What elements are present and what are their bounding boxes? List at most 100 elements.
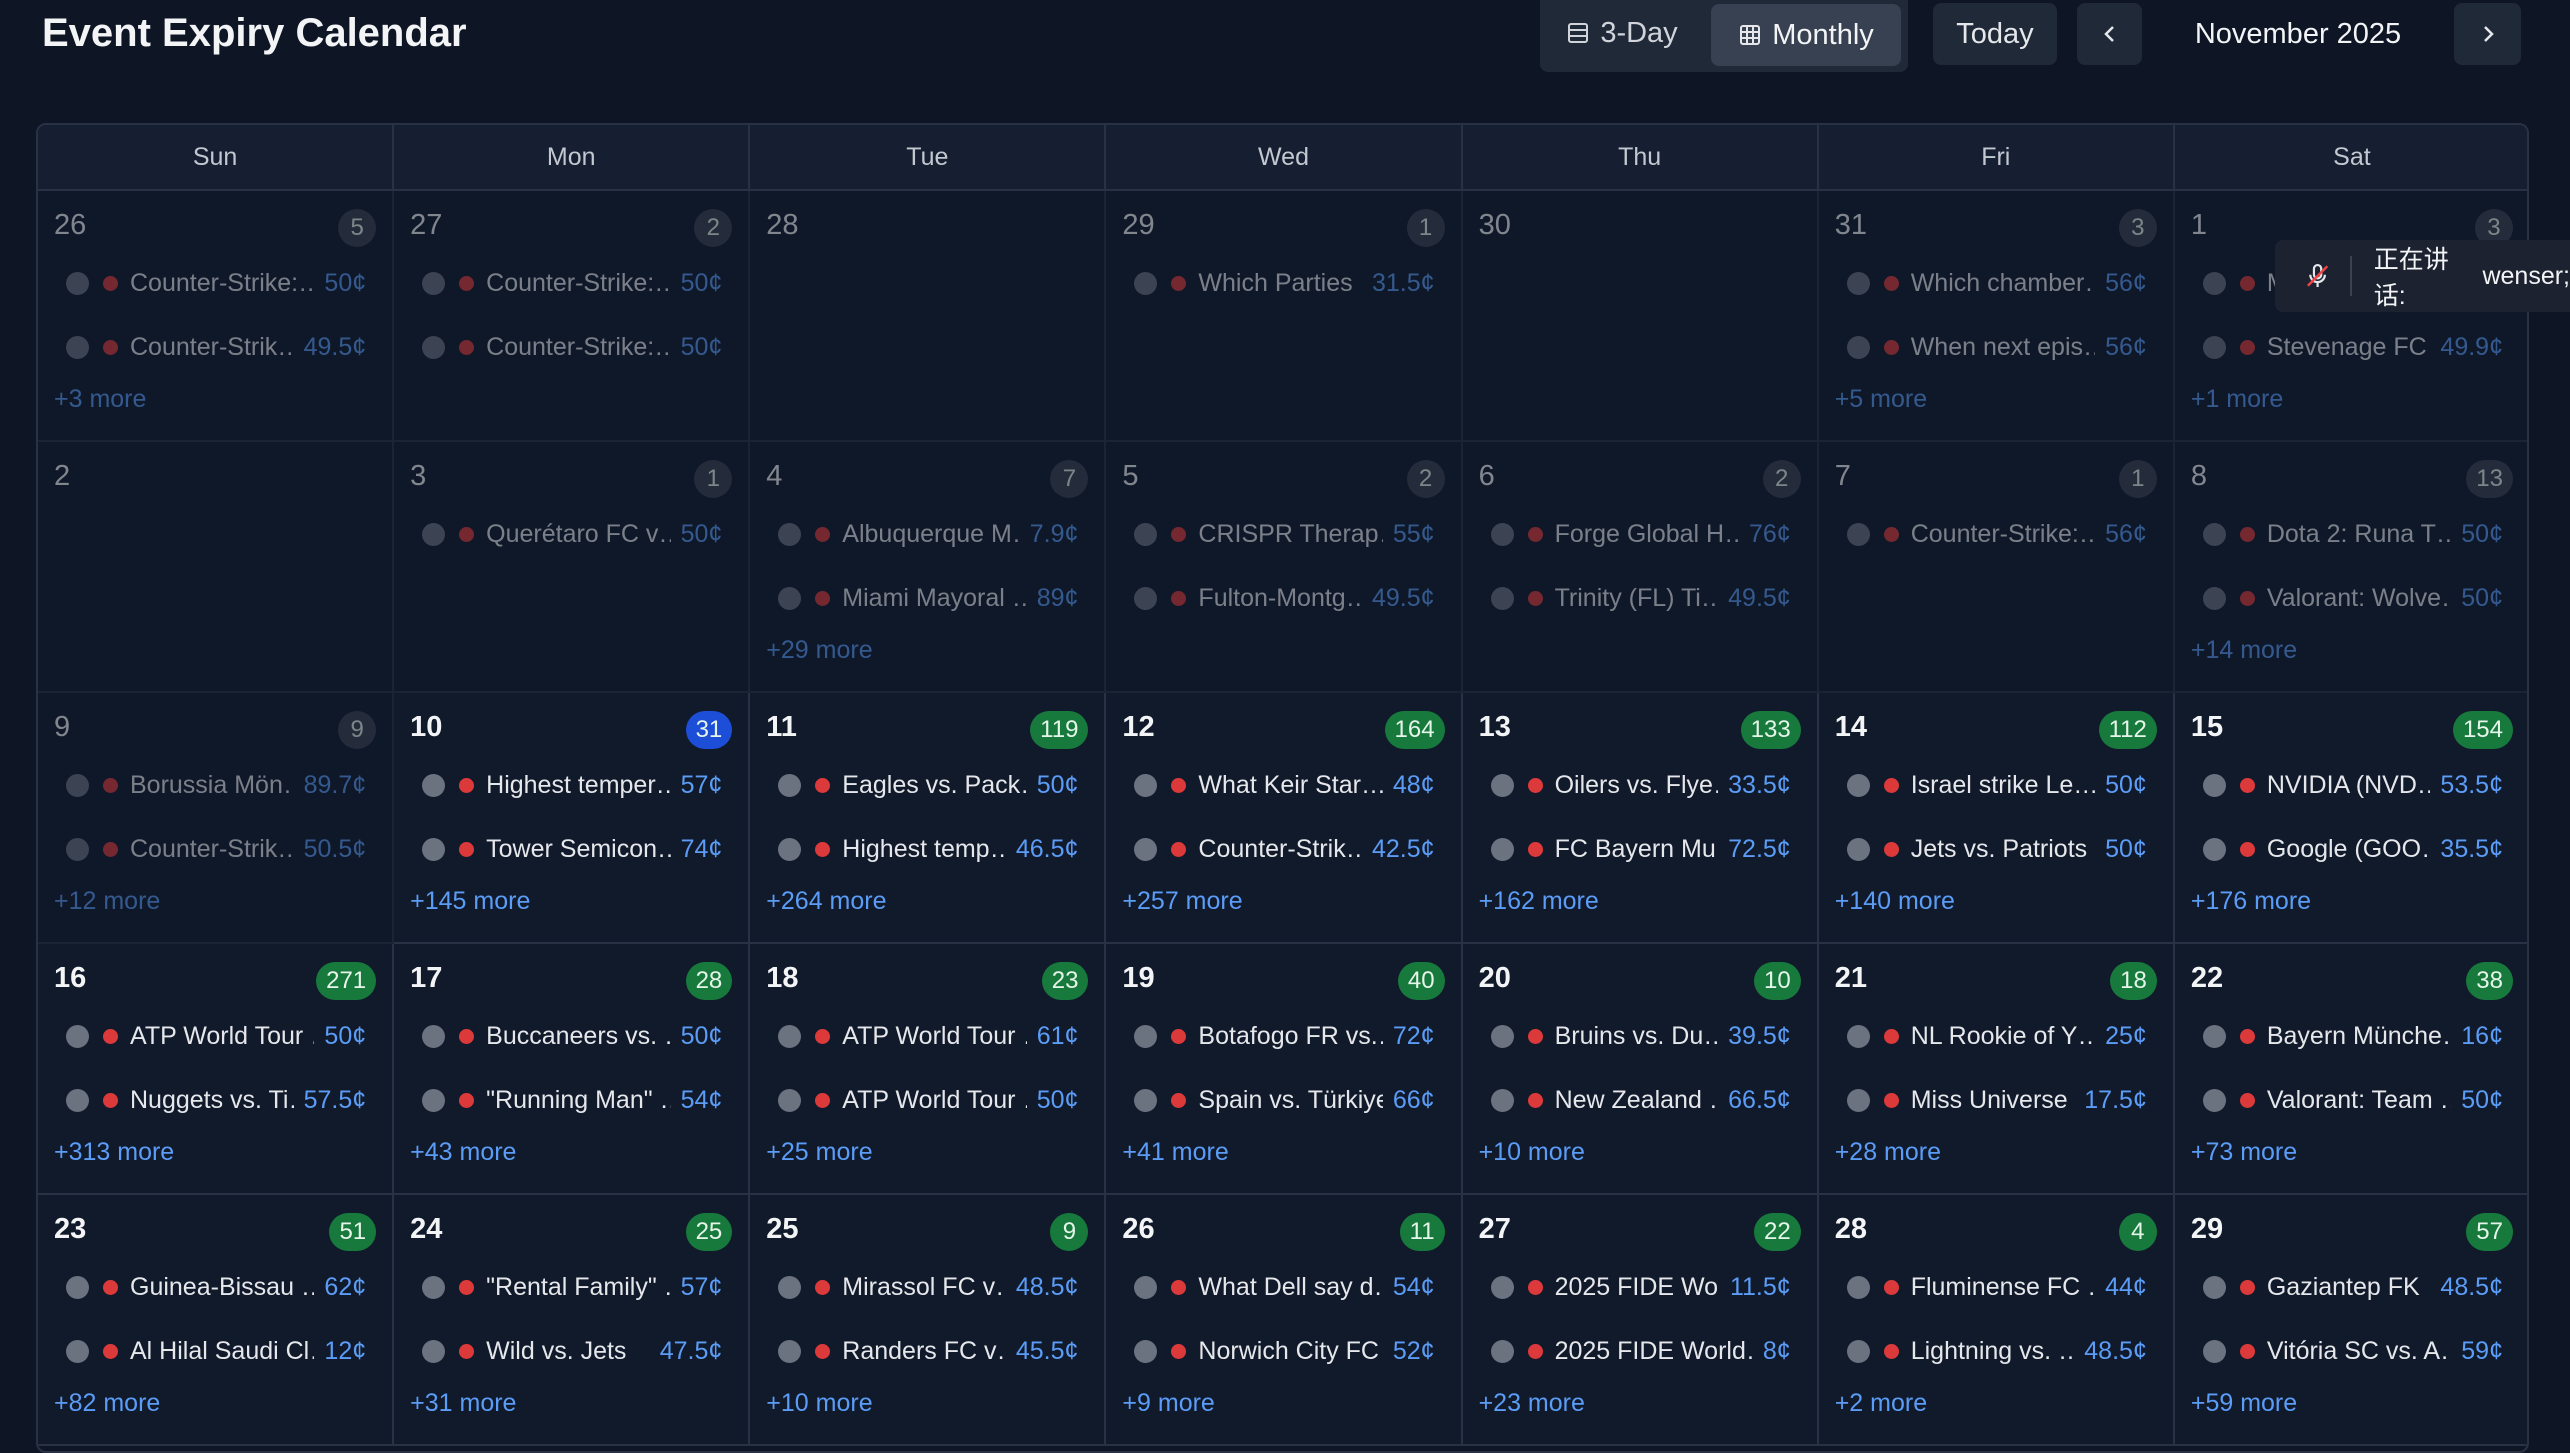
day-cell[interactable]: 27 2 Counter-Strike:… 50¢ Counter-Strike:… 50… [394, 191, 751, 442]
today-button[interactable]: Today [1933, 3, 2057, 65]
day-cell[interactable]: 23 51 Guinea-Bissau … 62¢ Al Hilal Saudi Cl…… [38, 1195, 395, 1446]
more-link[interactable]: +145 more [410, 887, 531, 915]
more-link[interactable]: +29 more [766, 636, 873, 664]
event-row[interactable]: Guinea-Bissau … 62¢ [52, 1267, 366, 1307]
event-row[interactable]: Nuggets vs. Ti… 57.5¢ [52, 1080, 366, 1120]
event-row[interactable]: Counter-Strik… 49.5¢ [52, 327, 366, 367]
event-row[interactable]: Fulton-Montg… 49.5¢ [1120, 578, 1435, 618]
day-cell[interactable]: 28 4 Fluminense FC … 44¢ Lightning vs. … 48.5… [1818, 1195, 2175, 1446]
event-row[interactable]: 2025 FIDE Wo… 11.5¢ [1477, 1267, 1791, 1307]
day-cell[interactable]: 6 2 Forge Global H… 76¢ Trinity (FL) Ti… 49.5… [1462, 442, 1819, 693]
event-row[interactable]: Querétaro FC v… 50¢ [408, 514, 722, 554]
day-cell[interactable]: 17 28 Buccaneers vs. … 50¢ "Running Man" … 54… [394, 944, 751, 1195]
more-link[interactable]: +176 more [2190, 887, 2312, 915]
more-link[interactable]: +23 more [1478, 1389, 1585, 1417]
event-row[interactable]: Which Parties … 31.5¢ [1120, 263, 1435, 303]
event-row[interactable]: Trinity (FL) Ti… 49.5¢ [1477, 578, 1791, 618]
event-row[interactable]: Valorant: Wolve… 50¢ [2189, 578, 2503, 618]
more-link[interactable]: +12 more [54, 887, 161, 915]
day-cell[interactable]: 29 1 Which Parties … 31.5¢ [1106, 191, 1463, 442]
event-row[interactable]: Wild vs. Jets 47.5¢ [408, 1331, 722, 1371]
more-link[interactable]: +31 more [410, 1389, 517, 1417]
day-cell[interactable]: 10 31 Highest temper… 57¢ Tower Semicon… 74¢ +… [394, 693, 751, 944]
event-row[interactable]: Norwich City FC v… 52¢ [1120, 1331, 1435, 1371]
event-row[interactable]: Buccaneers vs. … 50¢ [408, 1016, 722, 1056]
day-cell[interactable]: 28 [750, 191, 1107, 442]
event-row[interactable]: Vitória SC vs. A… 59¢ [2189, 1331, 2503, 1371]
day-cell[interactable]: 14 112 Israel strike Le… 50¢ Jets vs. Patrio… [1818, 693, 2175, 944]
more-link[interactable]: +5 more [1834, 385, 1928, 413]
more-link[interactable]: +313 more [54, 1138, 175, 1166]
day-cell[interactable]: 5 2 CRISPR Therap… 55¢ Fulton-Montg… 49.5¢ [1106, 442, 1463, 693]
event-row[interactable]: Counter-Strike:… 50¢ [408, 263, 722, 303]
event-row[interactable]: Counter-Strik… 42.5¢ [1120, 829, 1435, 869]
event-row[interactable]: When next epis… 56¢ [1833, 327, 2147, 367]
day-cell[interactable]: 15 154 NVIDIA (NVD… 53.5¢ Google (GOO… 35.5¢ +… [2174, 693, 2527, 944]
event-row[interactable]: Jets vs. Patriots 50¢ [1833, 829, 2147, 869]
event-row[interactable]: Botafogo FR vs.… 72¢ [1120, 1016, 1435, 1056]
event-row[interactable]: Counter-Strik… 50.5¢ [52, 829, 366, 869]
event-row[interactable]: Al Hilal Saudi Cl… 12¢ [52, 1331, 366, 1371]
event-row[interactable]: Eagles vs. Pack… 50¢ [764, 765, 1078, 805]
event-row[interactable]: Mirassol FC v… 48.5¢ [764, 1267, 1078, 1307]
more-link[interactable]: +28 more [1834, 1138, 1942, 1166]
event-row[interactable]: Counter-Strike:… 56¢ [1833, 514, 2147, 554]
more-link[interactable]: +140 more [1834, 887, 1955, 915]
day-cell[interactable]: 24 25 "Rental Family" … 57¢ Wild vs. Jets 47.… [394, 1195, 751, 1446]
more-link[interactable]: +9 more [1122, 1389, 1215, 1417]
event-row[interactable]: Spain vs. Türkiye 66¢ [1120, 1080, 1435, 1120]
more-link[interactable]: +10 more [766, 1389, 873, 1417]
day-cell[interactable]: 3 1 Querétaro FC v… 50¢ [394, 442, 751, 693]
day-cell[interactable]: 25 9 Mirassol FC v… 48.5¢ Randers FC v… 45.5¢… [750, 1195, 1107, 1446]
event-row[interactable]: Fluminense FC … 44¢ [1833, 1267, 2147, 1307]
event-row[interactable]: 2025 FIDE World… 8¢ [1477, 1331, 1791, 1371]
event-row[interactable]: Oilers vs. Flye… 33.5¢ [1477, 765, 1791, 805]
day-cell[interactable]: 8 13 Dota 2: Runa T… 50¢ Valorant: Wolve… 50¢… [2174, 442, 2527, 693]
event-row[interactable]: Albuquerque M… 7.9¢ [764, 514, 1078, 554]
event-row[interactable]: "Rental Family" … 57¢ [408, 1267, 722, 1307]
day-cell[interactable]: 18 23 ATP World Tour … 61¢ ATP World Tour … 5… [750, 944, 1107, 1195]
event-row[interactable]: "Running Man" … 54¢ [408, 1080, 722, 1120]
event-row[interactable]: Gaziantep FK … 48.5¢ [2189, 1267, 2503, 1307]
more-link[interactable]: +59 more [2190, 1389, 2298, 1417]
day-cell[interactable]: 7 1 Counter-Strike:… 56¢ [1818, 442, 2175, 693]
event-row[interactable]: Bruins vs. Du… 39.5¢ [1477, 1016, 1791, 1056]
day-cell[interactable]: 26 11 What Dell say d… 54¢ Norwich City FC v… [1106, 1195, 1463, 1446]
more-link[interactable]: +264 more [766, 887, 887, 915]
day-cell[interactable]: 19 40 Botafogo FR vs.… 72¢ Spain vs. Türkiye… [1106, 944, 1463, 1195]
event-row[interactable]: Google (GOO… 35.5¢ [2189, 829, 2503, 869]
day-cell[interactable]: 11 119 Eagles vs. Pack… 50¢ Highest temp… 46.… [750, 693, 1107, 944]
more-link[interactable]: +41 more [1122, 1138, 1229, 1166]
more-link[interactable]: +2 more [1834, 1389, 1928, 1417]
event-row[interactable]: CRISPR Therap… 55¢ [1120, 514, 1435, 554]
event-row[interactable]: Valorant: Team … 50¢ [2189, 1080, 2503, 1120]
more-link[interactable]: +10 more [1478, 1138, 1585, 1166]
day-cell[interactable]: 20 10 Bruins vs. Du… 39.5¢ New Zealand … 66.5… [1462, 944, 1819, 1195]
event-row[interactable]: Which chamber… 56¢ [1833, 263, 2147, 303]
event-row[interactable]: Tower Semicon… 74¢ [408, 829, 722, 869]
day-cell[interactable]: 27 22 2025 FIDE Wo… 11.5¢ 2025 FIDE World… 8¢… [1462, 1195, 1819, 1446]
more-link[interactable]: +82 more [54, 1389, 161, 1417]
event-row[interactable]: NVIDIA (NVD… 53.5¢ [2189, 765, 2503, 805]
event-row[interactable]: New Zealand … 66.5¢ [1477, 1080, 1791, 1120]
event-row[interactable]: Highest temper… 57¢ [408, 765, 722, 805]
event-row[interactable]: Stevenage FC… 49.9¢ [2189, 327, 2503, 367]
event-row[interactable]: ATP World Tour … 50¢ [52, 1016, 366, 1056]
day-cell[interactable]: 26 5 Counter-Strike:… 50¢ Counter-Strik… 49.5… [38, 191, 395, 442]
more-link[interactable]: +73 more [2190, 1138, 2298, 1166]
event-row[interactable]: ATP World Tour … 50¢ [764, 1080, 1078, 1120]
day-cell[interactable]: 13MStevenage FC…49.9¢+1 more [2174, 191, 2527, 442]
more-link[interactable]: +162 more [1478, 887, 1599, 915]
event-row[interactable]: Randers FC v… 45.5¢ [764, 1331, 1078, 1371]
event-row[interactable]: What Keir Star… 48¢ [1120, 765, 1435, 805]
more-link[interactable]: +3 more [54, 385, 147, 413]
event-row[interactable]: Miami Mayoral … 89¢ [764, 578, 1078, 618]
day-cell[interactable]: 29 57 Gaziantep FK … 48.5¢ Vitória SC vs. A…… [2174, 1195, 2527, 1446]
event-row[interactable]: Miss Universe … 17.5¢ [1833, 1080, 2147, 1120]
day-cell[interactable]: 13 133 Oilers vs. Flye… 33.5¢ FC Bayern Mu… 7… [1462, 693, 1819, 944]
view-monthly-button[interactable]: Monthly [1711, 4, 1901, 66]
event-row[interactable]: NL Rookie of Y… 25¢ [1833, 1016, 2147, 1056]
view-3day-button[interactable]: 3-Day [1540, 0, 1704, 66]
prev-button[interactable] [2077, 3, 2142, 65]
